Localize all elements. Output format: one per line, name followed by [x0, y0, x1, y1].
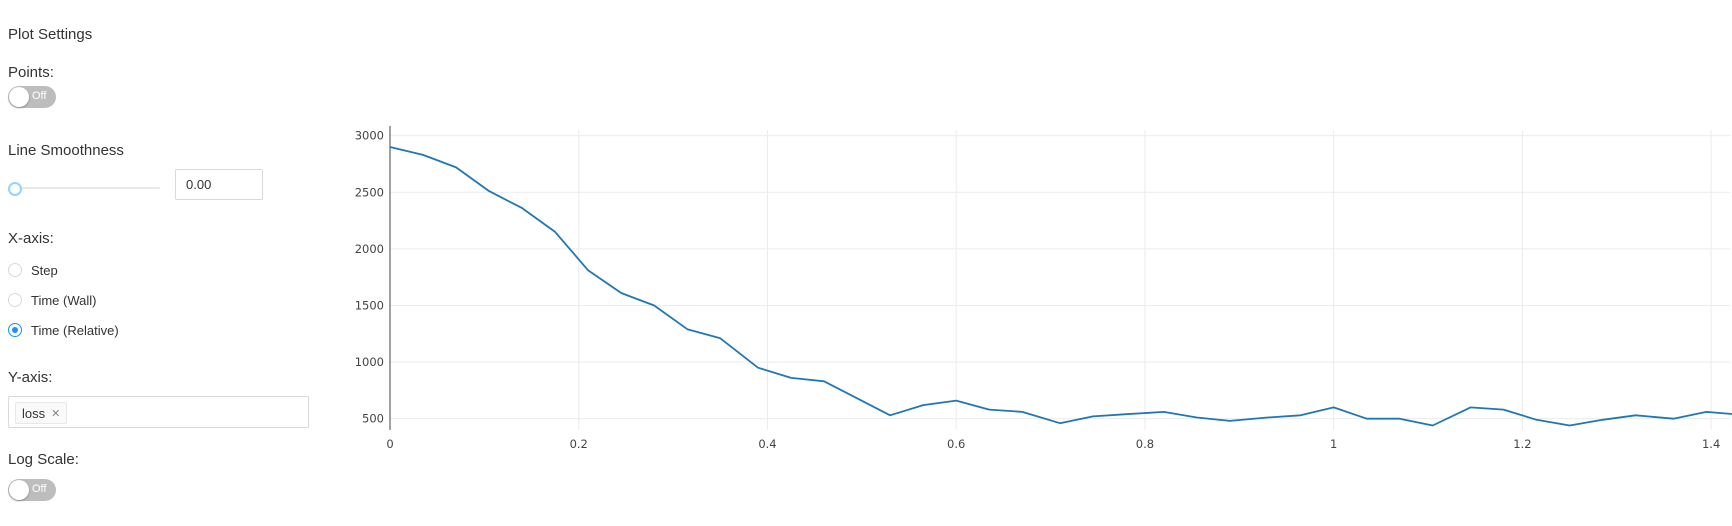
x-tick-label: 0.6 [947, 437, 965, 451]
toggle-knob [9, 87, 29, 107]
series-line-loss[interactable] [389, 146, 1732, 427]
y-tick-label: 3000 [355, 129, 384, 143]
x-tick-label: 1.2 [1513, 437, 1531, 451]
smoothness-value-input[interactable]: 0.00 [175, 169, 263, 200]
x-axis-option-step[interactable]: Step [8, 261, 58, 279]
radio-button-selected[interactable] [8, 323, 22, 337]
line-smoothness-label: Line Smoothness [8, 142, 124, 159]
y-axis-select[interactable]: loss ✕ [8, 396, 309, 428]
radio-label-time-relative: Time (Relative) [31, 322, 119, 338]
points-toggle-text: Off [32, 90, 47, 102]
radio-button[interactable] [8, 263, 22, 277]
points-label: Points: [8, 64, 54, 81]
y-axis-label: Y-axis: [8, 369, 53, 386]
toggle-knob [9, 480, 29, 500]
tag-label: loss [22, 405, 46, 421]
log-scale-toggle[interactable]: Off [8, 479, 56, 501]
x-tick-label: 0.2 [570, 437, 588, 451]
radio-label-step: Step [31, 262, 58, 278]
x-tick-label: 0.8 [1136, 437, 1154, 451]
close-icon[interactable]: ✕ [51, 407, 61, 420]
smoothness-slider-track[interactable] [14, 187, 160, 189]
plot-settings-title: Plot Settings [8, 26, 93, 43]
y-tick-label: 1500 [355, 298, 384, 312]
loss-line-chart[interactable]: 500 1000 1500 2000 2500 3000 0 0.2 0.4 0.6 0.8 1 1.2… [340, 120, 1732, 470]
points-toggle[interactable]: Off [8, 86, 56, 108]
smoothness-slider-handle[interactable] [8, 182, 22, 196]
x-tick-label: 0 [386, 437, 393, 451]
x-axis-label: X-axis: [8, 230, 54, 247]
log-scale-toggle-text: Off [32, 483, 47, 495]
x-tick-label: 1 [1330, 437, 1337, 451]
y-tick-label: 2500 [355, 185, 384, 199]
log-scale-label: Log Scale: [8, 451, 79, 468]
x-axis-option-time-relative[interactable]: Time (Relative) [8, 321, 119, 339]
y-tick-label: 1000 [355, 355, 384, 369]
y-tick-label: 2000 [355, 242, 384, 256]
radio-label-time-wall: Time (Wall) [31, 292, 97, 308]
x-axis-option-time-wall[interactable]: Time (Wall) [8, 291, 96, 309]
y-tick-label: 500 [362, 412, 384, 426]
x-tick-label: 0.4 [758, 437, 776, 451]
y-axis-tag-loss: loss ✕ [15, 402, 68, 424]
x-tick-label: 1.4 [1702, 437, 1720, 451]
radio-button[interactable] [8, 293, 22, 307]
